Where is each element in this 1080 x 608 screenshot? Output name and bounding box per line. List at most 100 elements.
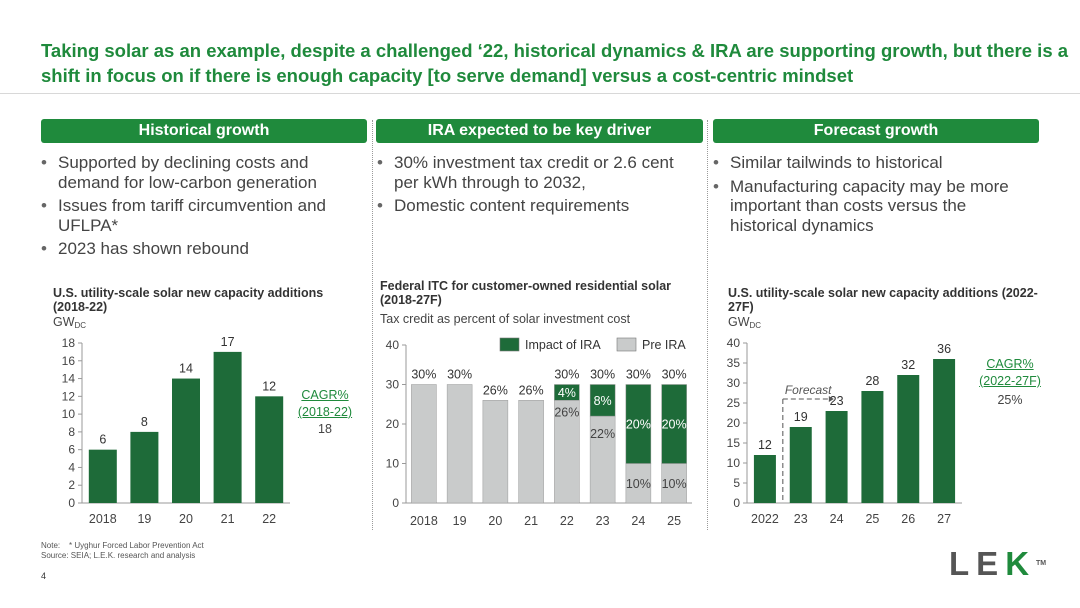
data-label: 12	[262, 379, 276, 393]
y-tick-label: 16	[62, 354, 76, 368]
total-label: 30%	[662, 368, 687, 382]
data-label: 14	[179, 362, 193, 376]
y-tick-label: 20	[727, 416, 741, 430]
data-label: 28	[865, 374, 879, 388]
logo-letter: E	[976, 545, 1006, 582]
cagr-label: CAGR%	[986, 357, 1034, 371]
x-tick-label: 22	[560, 514, 574, 528]
y-tick-label: 30	[727, 376, 741, 390]
chart1-cagr: CAGR% (2018-22) 18	[290, 387, 360, 438]
bar	[861, 391, 884, 503]
total-label: 30%	[411, 368, 436, 382]
footnote: Note: * Uyghur Forced Labor Prevention A…	[41, 541, 204, 561]
logo-tm: TM	[1036, 560, 1047, 567]
data-label: 23	[830, 394, 844, 408]
unit-sub: DC	[74, 321, 87, 330]
unit-main: GW	[53, 315, 75, 329]
logo-letter: L	[949, 545, 977, 582]
x-tick-label: 23	[794, 512, 808, 526]
page-number: 4	[41, 571, 47, 581]
x-tick-label: 24	[631, 514, 645, 528]
y-tick-label: 15	[727, 436, 741, 450]
x-tick-label: 25	[667, 514, 681, 528]
data-label: 36	[937, 342, 951, 356]
chart3-unit: GWDC	[728, 315, 761, 333]
bar-impact-ira	[661, 384, 687, 464]
x-tick-label: 21	[221, 512, 235, 526]
cagr-label: CAGR%	[301, 388, 349, 402]
x-tick-label: 24	[830, 512, 844, 526]
data-label: 6	[99, 433, 106, 447]
data-label: 32	[901, 358, 915, 372]
bullet-item: 30% investment tax credit or 2.6 cent pe…	[377, 153, 697, 192]
forecast-growth-header: Forecast growth	[713, 119, 1039, 143]
x-tick-label: 27	[937, 512, 951, 526]
y-tick-label: 8	[68, 425, 75, 439]
source-text: Source: SEIA; L.E.K. research and analys…	[41, 551, 196, 560]
x-tick-label: 20	[488, 514, 502, 528]
note-label: Note:	[41, 541, 61, 550]
y-tick-label: 10	[386, 457, 400, 471]
y-tick-label: 0	[733, 496, 740, 510]
y-tick-label: 18	[62, 336, 76, 350]
bar	[255, 396, 284, 503]
note-text: * Uyghur Forced Labor Prevention Act	[69, 541, 204, 550]
x-tick-label: 22	[262, 512, 276, 526]
bar-pre-ira	[518, 400, 544, 504]
segment-label: 10%	[626, 477, 651, 491]
forecast-arrow-head	[828, 396, 834, 402]
x-tick-label: 26	[901, 512, 915, 526]
total-label: 30%	[447, 368, 472, 382]
total-label: 30%	[554, 368, 579, 382]
forecast-annotation: Forecast	[785, 383, 832, 397]
legend-swatch	[616, 337, 637, 352]
bar	[213, 351, 242, 503]
bullet-item: 2023 has shown rebound	[41, 239, 366, 259]
x-tick-label: 2018	[410, 514, 438, 528]
segment-label: 20%	[626, 418, 651, 432]
y-tick-label: 14	[62, 372, 76, 386]
ira-driver-header: IRA expected to be key driver	[376, 119, 703, 143]
segment-label: 20%	[662, 418, 687, 432]
y-tick-label: 25	[727, 396, 741, 410]
x-tick-label: 2018	[89, 512, 117, 526]
slide-title: Taking solar as an example, despite a ch…	[41, 40, 1069, 86]
y-tick-label: 12	[62, 389, 76, 403]
data-label: 8	[141, 415, 148, 429]
bar	[789, 427, 812, 503]
chart2-title: Federal ITC for customer-owned residenti…	[380, 279, 672, 307]
segment-label: 26%	[554, 405, 579, 419]
legend-swatch	[499, 337, 520, 352]
y-tick-label: 6	[68, 443, 75, 457]
x-tick-label: 19	[453, 514, 467, 528]
segment-label: 22%	[590, 427, 615, 441]
x-tick-label: 20	[179, 512, 193, 526]
federal-itc-chart: 0 10 20 30 40 Impact of IRA Pre IRA 30% 2018 30% 1…	[386, 337, 692, 528]
bullet-item: Supported by declining costs and demand …	[41, 153, 366, 192]
chart3-cagr: CAGR% (2022-27F) 25%	[970, 356, 1050, 409]
chart2-subtitle: Tax credit as percent of solar investmen…	[380, 312, 631, 326]
segment-label: 8%	[594, 394, 612, 408]
bullet-item: Domestic content requirements	[377, 196, 697, 216]
chart1-title: U.S. utility-scale solar new capacity ad…	[53, 286, 324, 314]
bullet-item: Issues from tariff circumvention and UFL…	[41, 196, 366, 235]
bullet-item: Similar tailwinds to historical	[713, 153, 1038, 173]
data-label: 19	[794, 410, 808, 424]
bar	[753, 455, 776, 503]
bar-pre-ira	[625, 463, 652, 504]
bar-impact-ira	[554, 384, 580, 401]
y-tick-label: 20	[386, 417, 400, 431]
legend-label: Pre IRA	[642, 338, 686, 352]
chart3-title: U.S. utility-scale solar new capacity ad…	[728, 286, 1038, 314]
segment-label: 10%	[662, 477, 687, 491]
y-tick-label: 0	[392, 496, 399, 510]
capacity-additions-chart-2018-22: 0 2 4 6 8 10 12 14 16 18 6 2018 8 19 14 20 17 21 12 22	[62, 335, 290, 526]
x-tick-label: 2022	[751, 512, 779, 526]
segment-label: 4%	[558, 386, 576, 400]
bar	[88, 449, 117, 503]
unit-sub: DC	[749, 321, 762, 330]
historical-growth-header: Historical growth	[41, 119, 367, 143]
y-tick-label: 0	[68, 496, 75, 510]
x-tick-label: 23	[596, 514, 610, 528]
data-label: 12	[758, 438, 772, 452]
